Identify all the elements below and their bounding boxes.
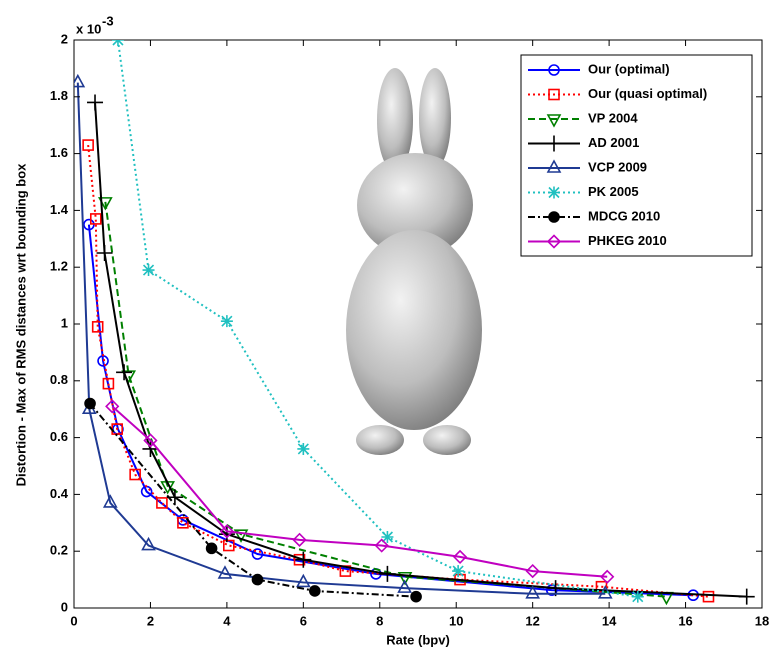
- marker: [143, 264, 155, 276]
- y-tick-label: 0.2: [50, 543, 68, 558]
- x-tick-label: 8: [376, 613, 383, 628]
- x-axis-label: Rate (bpv): [386, 632, 450, 647]
- x-tick-label: 18: [755, 613, 769, 628]
- x-tick-label: 4: [223, 613, 231, 628]
- y-tick-label: 1.2: [50, 259, 68, 274]
- x-tick-label: 0: [70, 613, 77, 628]
- marker: [452, 565, 464, 577]
- x-tick-label: 6: [300, 613, 307, 628]
- legend-label: Our (optimal): [588, 61, 670, 76]
- legend-label: VCP 2009: [588, 159, 647, 174]
- marker: [207, 543, 217, 553]
- marker: [252, 575, 262, 585]
- y-tick-label: 1: [61, 315, 68, 330]
- x-tick-label: 16: [678, 613, 692, 628]
- y-tick-label: 0.8: [50, 372, 68, 387]
- x-tick-label: 2: [147, 613, 154, 628]
- y-scale-note: x 10: [76, 21, 101, 36]
- x-tick-label: 14: [602, 613, 617, 628]
- y-tick-label: 2: [61, 31, 68, 46]
- y-tick-label: 0: [61, 599, 68, 614]
- x-tick-label: 10: [449, 613, 463, 628]
- y-tick-label: 1.4: [50, 202, 69, 217]
- marker: [632, 591, 644, 603]
- marker: [310, 586, 320, 596]
- marker: [411, 592, 421, 602]
- y-scale-exponent: -3: [102, 13, 114, 28]
- y-tick-label: 0.6: [50, 429, 68, 444]
- x-tick-label: 12: [525, 613, 539, 628]
- legend-label: AD 2001: [588, 135, 639, 150]
- marker: [221, 315, 233, 327]
- legend-label: VP 2004: [588, 110, 638, 125]
- marker: [297, 443, 309, 455]
- legend-label: Our (quasi optimal): [588, 86, 707, 101]
- y-tick-label: 1.6: [50, 145, 68, 160]
- y-tick-label: 1.8: [50, 88, 68, 103]
- marker: [549, 212, 559, 222]
- marker: [548, 187, 560, 199]
- legend-label: PHKEG 2010: [588, 233, 667, 248]
- chart: Distortion - Max of RMS distances wrt bo…: [0, 0, 774, 659]
- marker: [112, 34, 124, 46]
- marker: [85, 399, 95, 409]
- y-axis-label: Distortion - Max of RMS distances wrt bo…: [13, 163, 28, 487]
- legend-label: PK 2005: [588, 184, 639, 199]
- y-tick-label: 0.4: [50, 486, 69, 501]
- legend-label: MDCG 2010: [588, 208, 660, 223]
